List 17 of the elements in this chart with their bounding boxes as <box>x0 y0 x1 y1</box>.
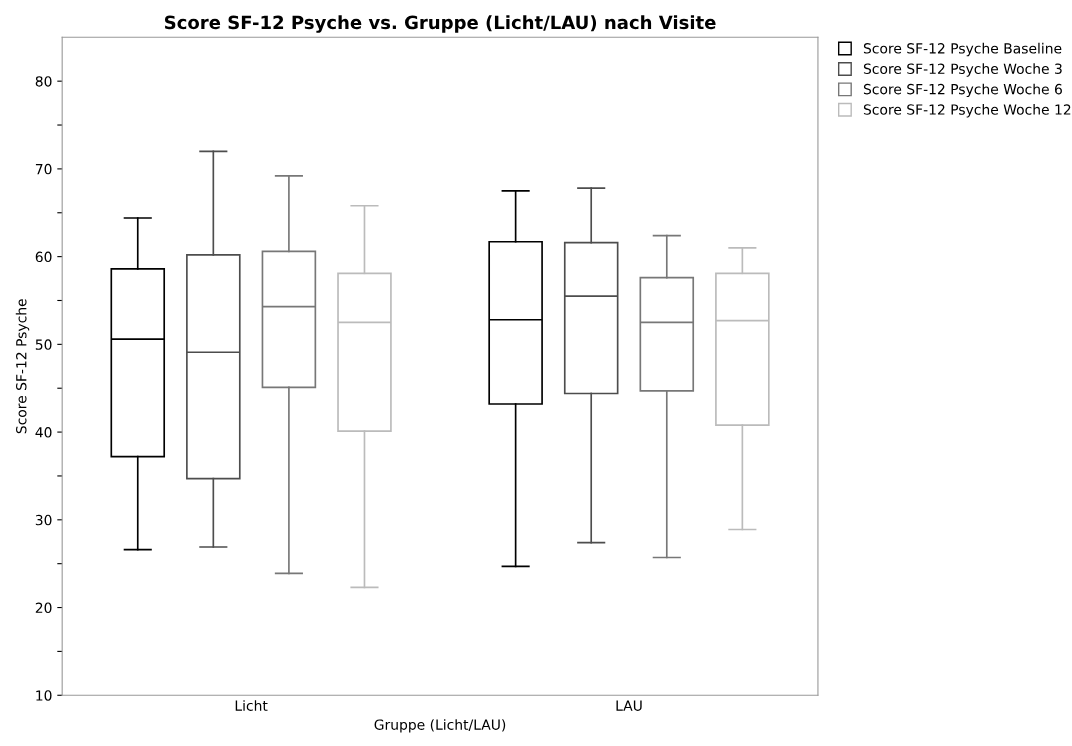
chart-title: Score SF-12 Psyche vs. Gruppe (Licht/LAU) nach Visite <box>164 15 716 33</box>
y-tick-label: 60 <box>35 251 52 263</box>
legend-label: Score SF-12 Psyche Woche 6 <box>863 83 1062 98</box>
y-tick-label: 10 <box>36 690 52 701</box>
x-axis-title: Gruppe (Licht/LAU) <box>374 719 506 733</box>
y-axis-title: Score SF-12 Psyche <box>15 299 30 434</box>
x-tick-label: Licht <box>235 700 268 711</box>
y-tick-label: 50 <box>35 339 52 350</box>
y-tick-label: 20 <box>35 602 52 614</box>
legend-label: Score SF-12 Psyche Woche 12 <box>863 104 1071 118</box>
y-tick-label: 40 <box>35 427 52 438</box>
y-tick-label: 80 <box>35 76 52 87</box>
legend-label: Score SF-12 Psyche Baseline <box>863 42 1062 57</box>
x-tick-label: LAU <box>616 700 642 711</box>
legend-label: Score SF-12 Psyche Woche 3 <box>863 63 1062 77</box>
y-tick-label: 30 <box>35 514 52 526</box>
y-tick-label: 70 <box>35 163 52 175</box>
